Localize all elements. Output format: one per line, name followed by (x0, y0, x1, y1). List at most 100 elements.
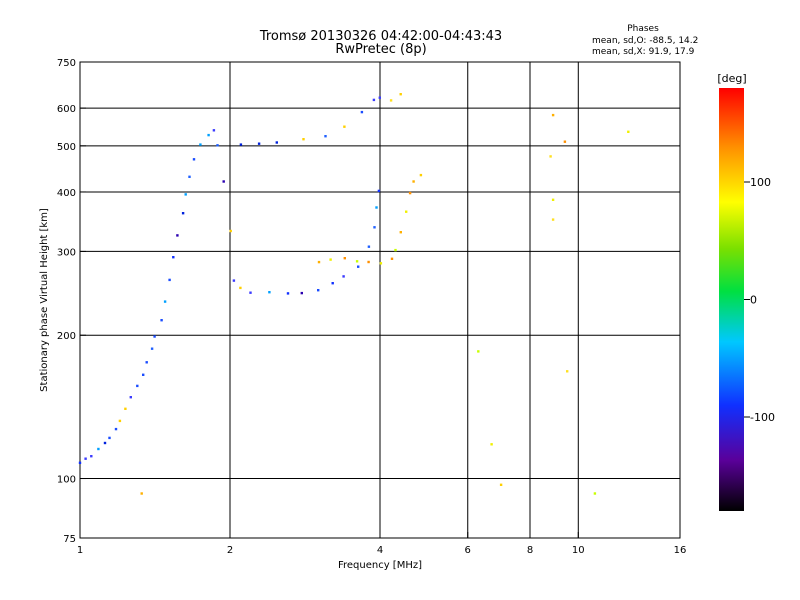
points-layer (78, 93, 630, 495)
data-point-o (343, 125, 346, 128)
colorbar-label: [deg] (717, 72, 746, 85)
data-point-scattered (627, 130, 630, 133)
data-point-o (232, 279, 236, 282)
data-point-o (300, 291, 303, 295)
colorbar-ticks: 100 0 -100 (744, 176, 775, 424)
data-point-scattered (499, 483, 503, 486)
data-point-o (118, 419, 122, 423)
data-point-o (257, 142, 261, 145)
data-point-o (168, 278, 171, 282)
data-point-o (207, 133, 210, 137)
data-point-x (343, 257, 346, 260)
data-point-o (188, 175, 191, 178)
data-point-o (229, 229, 232, 233)
x-tick-label: 4 (377, 545, 383, 556)
phase-heading: Phases (627, 24, 659, 34)
x-tick-label: 8 (527, 545, 533, 556)
data-point-scattered (593, 492, 597, 495)
data-point-x (405, 210, 408, 213)
data-point-scattered (140, 492, 143, 495)
data-point-o (136, 384, 139, 388)
data-point-o (181, 212, 185, 215)
data-point-o (360, 110, 364, 114)
data-point-o (239, 286, 242, 290)
x-tick-label: 2 (227, 545, 233, 556)
data-point-o (367, 245, 371, 248)
y-tick-label: 200 (57, 331, 76, 342)
data-point-o (286, 292, 290, 295)
data-point-o (377, 189, 381, 193)
data-point-o (124, 407, 127, 410)
data-point-o (160, 319, 163, 322)
colorbar-tick-label: 0 (750, 294, 757, 307)
x-axis-label: Frequency [MHz] (338, 560, 422, 571)
data-point-o (212, 129, 216, 132)
data-point-scattered (566, 370, 569, 373)
data-point-x (408, 191, 412, 195)
data-point-o (114, 427, 118, 431)
y-tick-label: 75 (63, 534, 76, 545)
data-point-scattered (490, 443, 493, 446)
data-point-x (399, 93, 402, 96)
data-point-scattered (549, 155, 552, 158)
data-point-o (342, 275, 345, 278)
y-tick-label: 500 (57, 142, 76, 153)
data-point-x (317, 260, 321, 264)
phase-stats-x: mean, sd,X: 91.9, 17.9 (592, 47, 695, 57)
data-point-x (389, 99, 393, 102)
data-point-o (216, 144, 219, 147)
data-point-scattered (551, 218, 555, 221)
colorbar-tick-label: 100 (750, 176, 771, 189)
data-point-x (367, 260, 370, 264)
grid-layer (80, 62, 680, 538)
data-point-o (176, 234, 179, 237)
data-point-scattered (477, 350, 480, 353)
data-point-x (419, 173, 423, 177)
x-tick-label: 10 (572, 545, 585, 556)
colorbar-tick-label: -100 (750, 411, 775, 424)
data-point-o (163, 300, 167, 303)
x-tick-label: 6 (465, 545, 471, 556)
data-point-o (373, 226, 376, 229)
data-point-o (90, 455, 93, 458)
data-point-o (172, 256, 175, 259)
data-point-x (412, 180, 415, 183)
data-point-o (378, 96, 381, 99)
data-point-o (372, 98, 376, 102)
data-point-o (97, 447, 100, 451)
x-tick-label: 16 (674, 545, 687, 556)
data-point-o (317, 289, 320, 292)
y-tick-label: 600 (57, 104, 76, 115)
y-tick-label: 400 (57, 188, 76, 199)
data-point-x (390, 257, 394, 260)
y-tick-label: 300 (57, 247, 76, 258)
data-point-o (275, 141, 278, 144)
data-point-o (129, 396, 132, 399)
data-point-scattered (551, 113, 555, 117)
data-point-o (184, 193, 187, 196)
data-point-o (103, 441, 107, 445)
data-point-o (324, 135, 327, 138)
data-point-o (108, 436, 111, 440)
data-point-o (199, 143, 202, 146)
data-point-o (78, 461, 82, 464)
data-point-o (142, 373, 145, 376)
data-point-x (379, 262, 383, 265)
chart-subtitle: RwPretec (8p) (335, 42, 426, 57)
data-point-x (399, 231, 402, 234)
data-point-x (394, 248, 397, 252)
data-point-o (145, 361, 148, 364)
data-point-o (331, 282, 334, 285)
data-point-o (192, 158, 196, 161)
data-point-o (357, 265, 360, 268)
data-point-o (150, 347, 154, 350)
data-point-o (302, 138, 305, 141)
data-point-o (239, 143, 243, 146)
data-point-scattered (563, 140, 567, 143)
y-axis-label: Stationary phase Virtual Height [km] (39, 208, 50, 392)
chart-title: Tromsø 20130326 04:42:00-04:43:43 (259, 29, 502, 44)
colorbar (719, 88, 744, 511)
data-point-scattered (551, 198, 555, 201)
data-point-o (153, 335, 156, 338)
